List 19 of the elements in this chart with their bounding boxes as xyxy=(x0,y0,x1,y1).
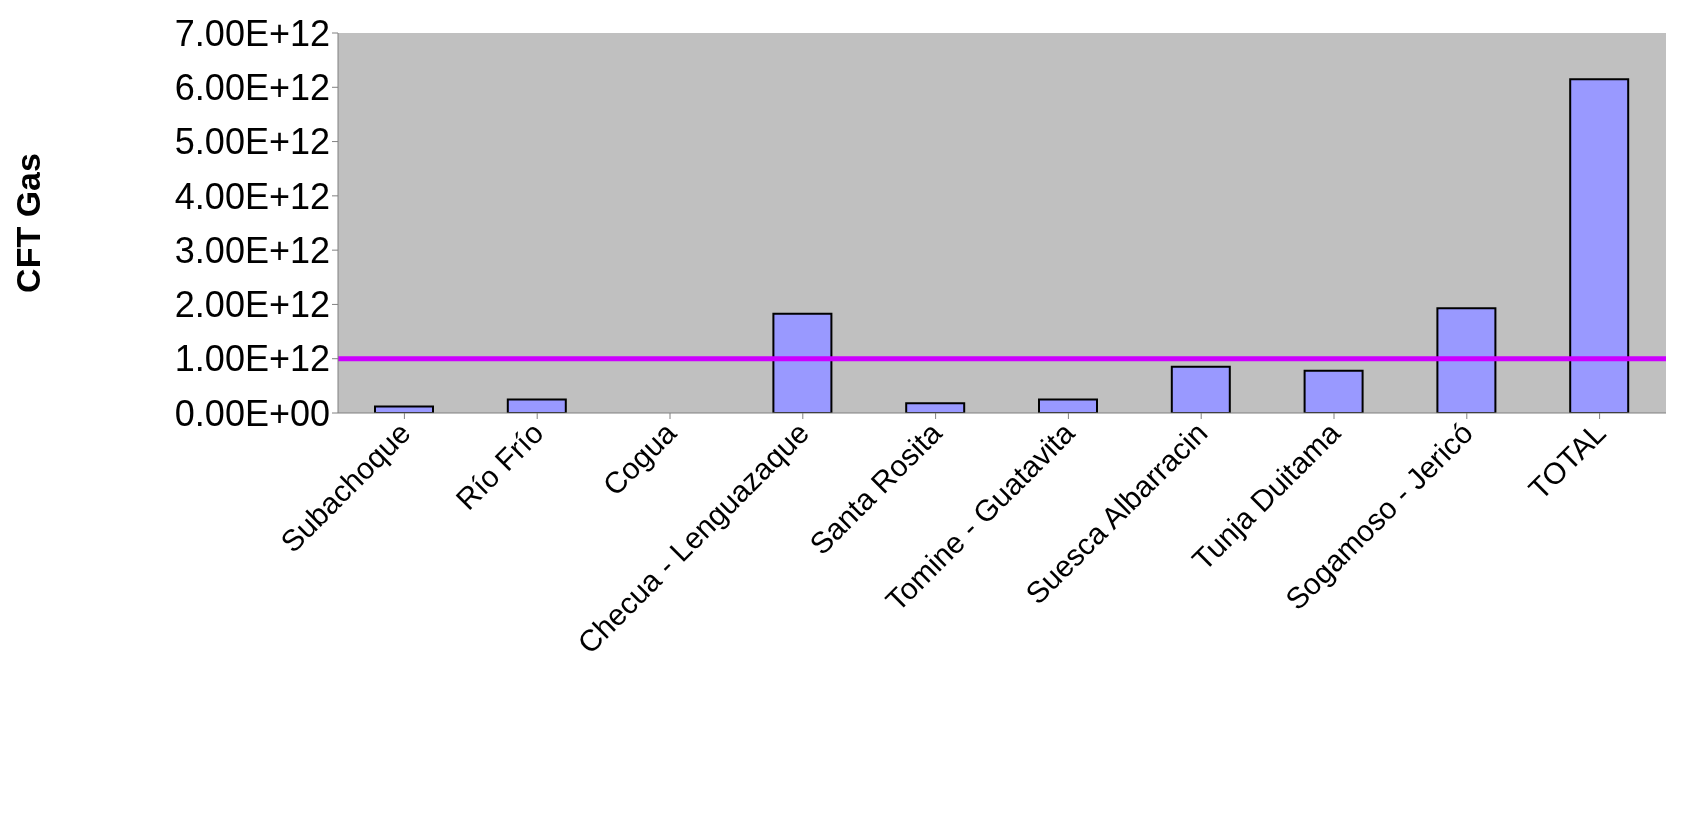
y-tick-label: 5.00E+12 xyxy=(174,121,330,163)
bar xyxy=(1436,307,1497,413)
y-axis-title: CFT Gas xyxy=(9,153,48,293)
y-tick-label: 0.00E+00 xyxy=(174,392,330,434)
y-tick-label: 7.00E+12 xyxy=(174,12,330,54)
bar xyxy=(1038,398,1098,413)
bar xyxy=(506,398,567,413)
bar xyxy=(1170,365,1231,413)
y-tick-label: 2.00E+12 xyxy=(174,284,330,326)
y-tick-label: 4.00E+12 xyxy=(174,175,330,217)
bar xyxy=(374,405,434,413)
bar xyxy=(1569,78,1630,413)
y-tick-label: 1.00E+12 xyxy=(174,338,330,380)
bar xyxy=(772,312,833,413)
y-tick-label: 6.00E+12 xyxy=(174,67,330,109)
bar xyxy=(905,402,966,413)
y-tick-label: 3.00E+12 xyxy=(174,229,330,271)
x-tick-label: Río Frío xyxy=(449,415,550,516)
bar xyxy=(1303,369,1364,413)
